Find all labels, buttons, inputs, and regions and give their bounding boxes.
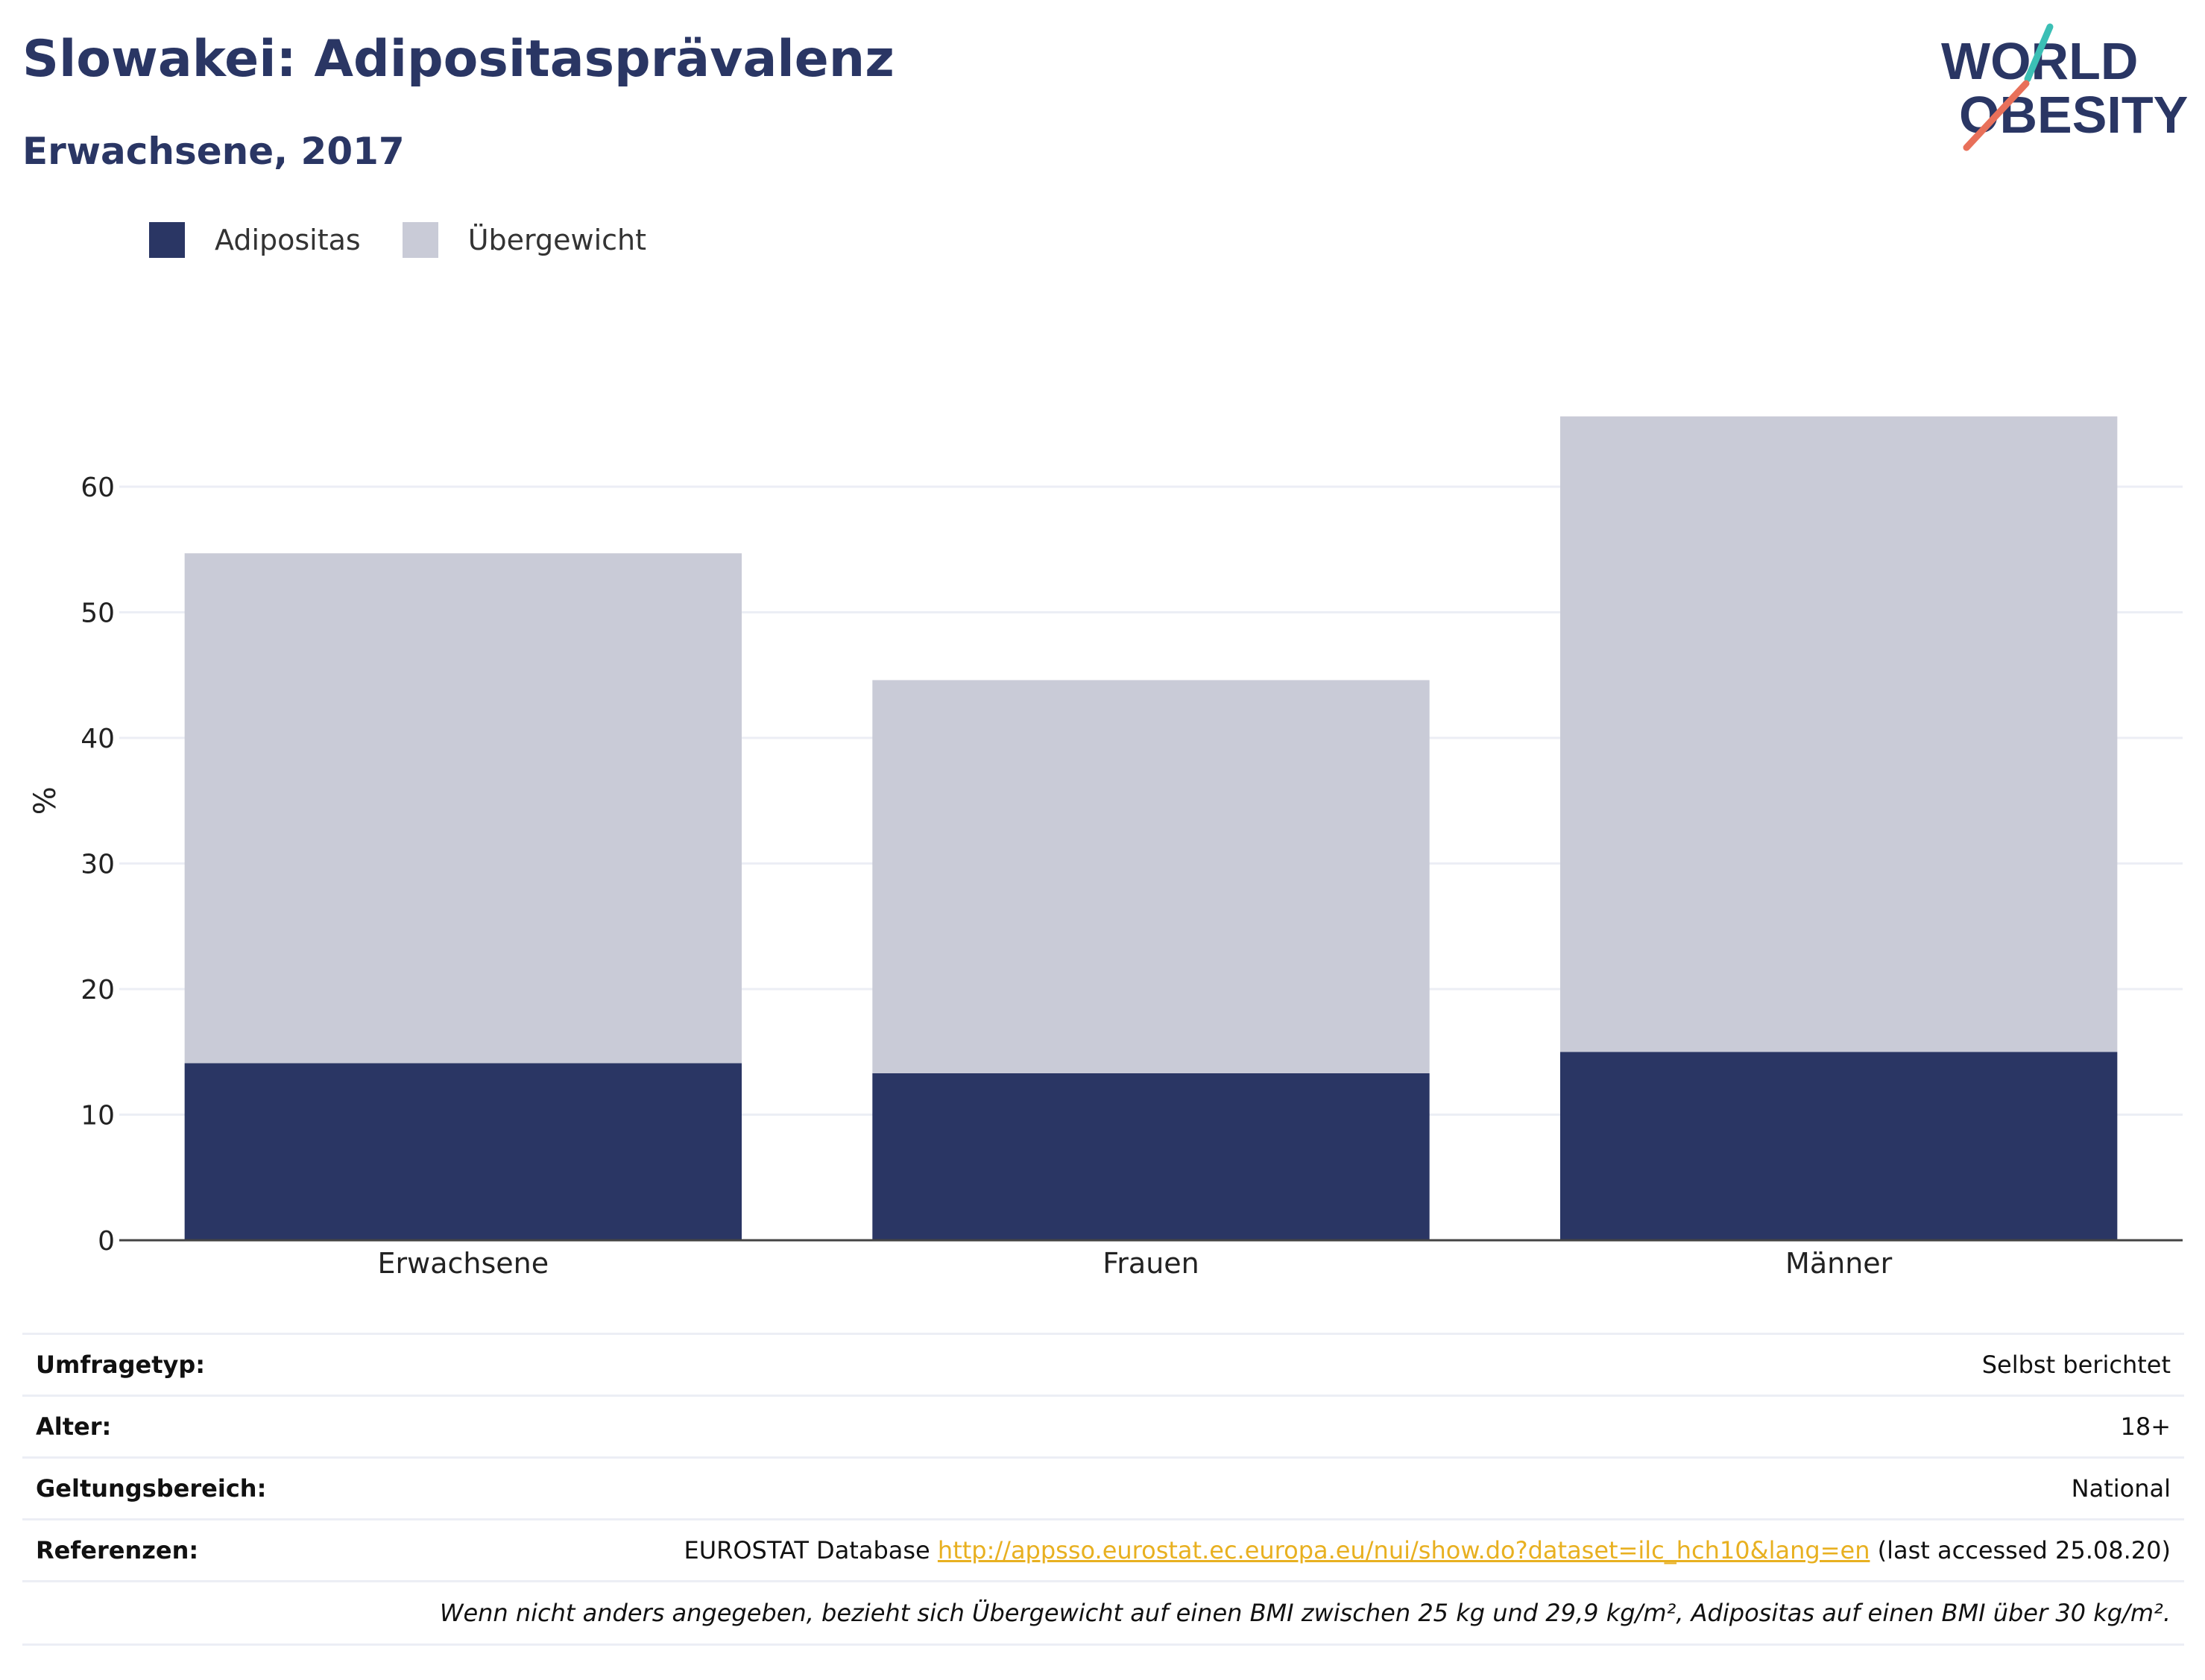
bar-overweight [1559, 416, 2118, 1052]
info-row-scope: Geltungsbereich: National [22, 1459, 2184, 1520]
info-row-survey-type: Umfragetyp: Selbst berichtet [22, 1335, 2184, 1397]
reference-link[interactable]: http://appsso.eurostat.ec.europa.eu/nui/… [937, 1536, 1870, 1564]
logo-slash-teal [2024, 23, 2054, 83]
legend-label-overweight: Übergewicht [467, 224, 646, 256]
logo-slash-coral [1963, 80, 2030, 151]
metadata-table: Umfragetyp: Selbst berichtet Alter: 18+ … [22, 1333, 2184, 1646]
chart-legend: Adipositas Übergewicht [149, 222, 688, 258]
info-label: Alter: [36, 1412, 112, 1441]
legend-label-obesity: Adipositas [215, 224, 361, 256]
bar-obesity [1559, 1052, 2118, 1240]
legend-item-obesity[interactable]: Adipositas [149, 222, 361, 258]
y-axis-label: % [28, 786, 63, 815]
stacked-bar-chart: 0 10 20 30 40 50 60% Erwachsene Frauen Männer [28, 416, 2183, 1280]
legend-item-overweight[interactable]: Übergewicht [402, 222, 646, 258]
y-tick-label: 10 [81, 1101, 115, 1131]
info-value: Selbst berichtet [1981, 1351, 2171, 1379]
y-tick-label: 30 [81, 850, 115, 880]
y-tick-label: 20 [81, 975, 115, 1005]
logo-word-world: WORLD [1941, 32, 2138, 90]
info-label: Geltungsbereich: [36, 1474, 267, 1503]
bar-obesity [872, 1073, 1430, 1240]
definition-note: Wenn nicht anders angegeben, bezieht sic… [439, 1599, 2171, 1627]
bar-overweight [184, 553, 742, 1064]
info-row-references: Referenzen: EUROSTAT Database http://app… [22, 1520, 2184, 1582]
reference-value: EUROSTAT Database http://appsso.eurostat… [684, 1536, 2171, 1564]
x-tick-label: Männer [1785, 1247, 1893, 1280]
y-tick-label: 50 [81, 599, 115, 629]
legend-swatch-overweight [402, 222, 438, 258]
info-value: 18+ [2120, 1412, 2171, 1441]
bar-overweight [872, 680, 1430, 1073]
chart-subtitle: Erwachsene, 2017 [22, 130, 405, 173]
y-tick-label: 40 [81, 724, 115, 754]
y-tick-label: 60 [81, 473, 115, 503]
bar-obesity [184, 1063, 742, 1240]
world-obesity-logo: WORLD OBESITY [1941, 23, 2188, 151]
info-row-note: Wenn nicht anders angegeben, bezieht sic… [22, 1582, 2184, 1646]
x-tick-label: Erwachsene [378, 1247, 549, 1280]
info-value: National [2071, 1474, 2171, 1503]
info-label: Referenzen: [36, 1536, 199, 1564]
legend-swatch-obesity [149, 222, 185, 258]
info-label: Umfragetyp: [36, 1351, 206, 1379]
reference-prefix: EUROSTAT Database [684, 1536, 938, 1564]
y-tick-label: 0 [98, 1226, 115, 1257]
info-row-age: Alter: 18+ [22, 1397, 2184, 1459]
chart-title: Slowakei: Adipositasprävalenz [22, 30, 895, 89]
reference-suffix: (last accessed 25.08.20) [1870, 1536, 2171, 1564]
x-tick-label: Frauen [1102, 1247, 1199, 1280]
